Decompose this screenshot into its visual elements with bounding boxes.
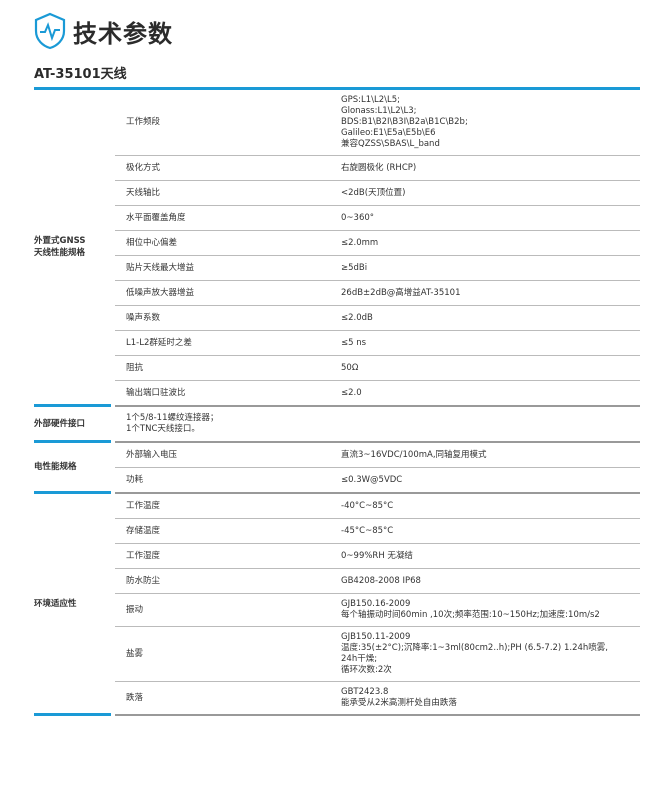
table-row: L1-L2群延时之差 ≤5 ns [115, 331, 640, 356]
table-row: 噪声系数 ≤2.0dB [115, 306, 640, 331]
row-value: 右旋圆极化 (RHCP) [341, 162, 417, 173]
group-rows: 1个5/8-11螺纹连接器； 1个TNC天线接口。 [115, 407, 640, 443]
table-row: 低噪声放大器增益 26dB±2dB@高增益AT-35101 [115, 281, 640, 306]
row-key: 盐雾 [126, 648, 144, 659]
row-key: 输出端口驻波比 [126, 387, 186, 398]
row-value: ≤0.3W@5VDC [341, 474, 403, 485]
group-label: 外置式GNSS 天线性能规格 [34, 90, 111, 407]
table-row: 水平面覆盖角度 0~360° [115, 206, 640, 231]
row-value: 0~360° [341, 212, 375, 223]
row-key: 贴片天线最大增益 [126, 262, 195, 273]
group-rows: 外部输入电压 直流3~16VDC/100mA,同轴复用模式功耗 ≤0.3W@5VDC [115, 443, 640, 494]
row-key: 功耗 [126, 474, 144, 485]
row-value: ≤2.0 [341, 387, 362, 398]
group-label: 外部硬件接口 [34, 407, 111, 443]
table-row: 贴片天线最大增益 ≥5dBi [115, 256, 640, 281]
spec-group: 电性能规格 外部输入电压 直流3~16VDC/100mA,同轴复用模式功耗 ≤0.3W… [34, 443, 640, 494]
row-value: 1个5/8-11螺纹连接器； 1个TNC天线接口。 [126, 413, 219, 434]
row-key: 防水防尘 [126, 575, 161, 586]
group-label-text: 电性能规格 [34, 462, 77, 472]
row-key: 极化方式 [126, 162, 161, 173]
row-value: GJB150.16-2009 每个轴振动时间60min ,10次;频率范围:10… [341, 599, 600, 620]
table-row: 工作湿度 0~99%RH 无凝结 [115, 544, 640, 569]
table-row: 工作频段 GPS:L1\L2\L5; Glonass:L1\L2\L3; BDS:… [115, 90, 640, 156]
row-key: 振动 [126, 604, 144, 615]
header: 技术参数 [33, 12, 173, 50]
spec-table: 外置式GNSS 天线性能规格 工作频段 GPS:L1\L2\L5; Glonass:… [34, 90, 640, 716]
row-value: 0~99%RH 无凝结 [341, 550, 413, 561]
group-rows: 工作温度 -40°C~85°C 存储温度 -45°C~85°C 工作湿度 0~99%RH … [115, 494, 640, 716]
row-value: -40°C~85°C [341, 500, 394, 511]
row-value: ≤2.0mm [341, 237, 379, 248]
table-row: 防水防尘 GB4208-2008 IP68 [115, 569, 640, 594]
spec-group: 外置式GNSS 天线性能规格 工作频段 GPS:L1\L2\L5; Glonass:… [34, 90, 640, 407]
page-title: 技术参数 [73, 19, 173, 48]
row-key: 工作温度 [126, 500, 161, 511]
row-value: GJB150.11-2009 温度:35(±2°C);沉降率:1~3ml(80c… [341, 632, 608, 675]
table-row: 天线轴比 <2dB(天顶位置) [115, 181, 640, 206]
table-row: 极化方式 右旋圆极化 (RHCP) [115, 156, 640, 181]
table-row: 存储温度 -45°C~85°C [115, 519, 640, 544]
row-key: 噪声系数 [126, 312, 161, 323]
row-value: GB4208-2008 IP68 [341, 575, 421, 586]
row-value: GPS:L1\L2\L5; Glonass:L1\L2\L3; BDS:B1\B… [341, 95, 468, 149]
row-key: 存储温度 [126, 525, 161, 536]
row-key: 跌落 [126, 692, 144, 703]
table-row: 1个5/8-11螺纹连接器； 1个TNC天线接口。 [115, 407, 640, 441]
row-value: GBT2423.8 能承受从2米高测杆处自由跌落 [341, 687, 457, 708]
table-row: 输出端口驻波比 ≤2.0 [115, 381, 640, 405]
row-value: ≥5dBi [341, 262, 368, 273]
row-key: 工作频段 [126, 117, 161, 127]
row-key: 天线轴比 [126, 187, 161, 198]
row-key: 相位中心偏差 [126, 237, 178, 248]
shield-icon [34, 12, 66, 50]
table-row: 盐雾 GJB150.11-2009 温度:35(±2°C);沉降率:1~3ml(8… [115, 627, 640, 682]
divider [34, 87, 640, 90]
table-row: 功耗 ≤0.3W@5VDC [115, 468, 640, 492]
product-title: AT-35101天线 [34, 67, 127, 82]
table-row: 振动 GJB150.16-2009 每个轴振动时间60min ,10次;频率范围:… [115, 594, 640, 627]
row-key: 工作湿度 [126, 550, 161, 561]
group-label-text: 外部硬件接口 [34, 418, 86, 429]
table-row: 外部输入电压 直流3~16VDC/100mA,同轴复用模式 [115, 443, 640, 468]
row-value: 50Ω [341, 362, 359, 373]
row-key: L1-L2群延时之差 [126, 337, 192, 348]
row-key: 水平面覆盖角度 [126, 212, 186, 223]
row-value: -45°C~85°C [341, 525, 394, 536]
spec-group: 环境适应性 工作温度 -40°C~85°C 存储温度 -45°C~85°C 工作湿度 0~9… [34, 494, 640, 716]
table-row: 工作温度 -40°C~85°C [115, 494, 640, 519]
group-label-text: 外置式GNSS 天线性能规格 [34, 236, 86, 258]
row-value: 26dB±2dB@高增益AT-35101 [341, 287, 461, 298]
row-key: 阻抗 [126, 362, 144, 373]
row-value: ≤2.0dB [341, 312, 373, 323]
group-rows: 工作频段 GPS:L1\L2\L5; Glonass:L1\L2\L3; BDS:… [115, 90, 640, 407]
spec-group: 外部硬件接口 1个5/8-11螺纹连接器； 1个TNC天线接口。 [34, 407, 640, 443]
row-key: 低噪声放大器增益 [126, 287, 195, 298]
group-label-text: 环境适应性 [34, 598, 77, 609]
row-value: ≤5 ns [341, 337, 367, 348]
group-label: 环境适应性 [34, 494, 111, 716]
row-key: 外部输入电压 [126, 449, 178, 460]
table-row: 跌落 GBT2423.8 能承受从2米高测杆处自由跌落 [115, 682, 640, 714]
row-value: <2dB(天顶位置) [341, 187, 406, 198]
table-row: 阻抗 50Ω [115, 356, 640, 381]
table-row: 相位中心偏差 ≤2.0mm [115, 231, 640, 256]
row-value: 直流3~16VDC/100mA,同轴复用模式 [341, 449, 487, 460]
group-label: 电性能规格 [34, 443, 111, 494]
